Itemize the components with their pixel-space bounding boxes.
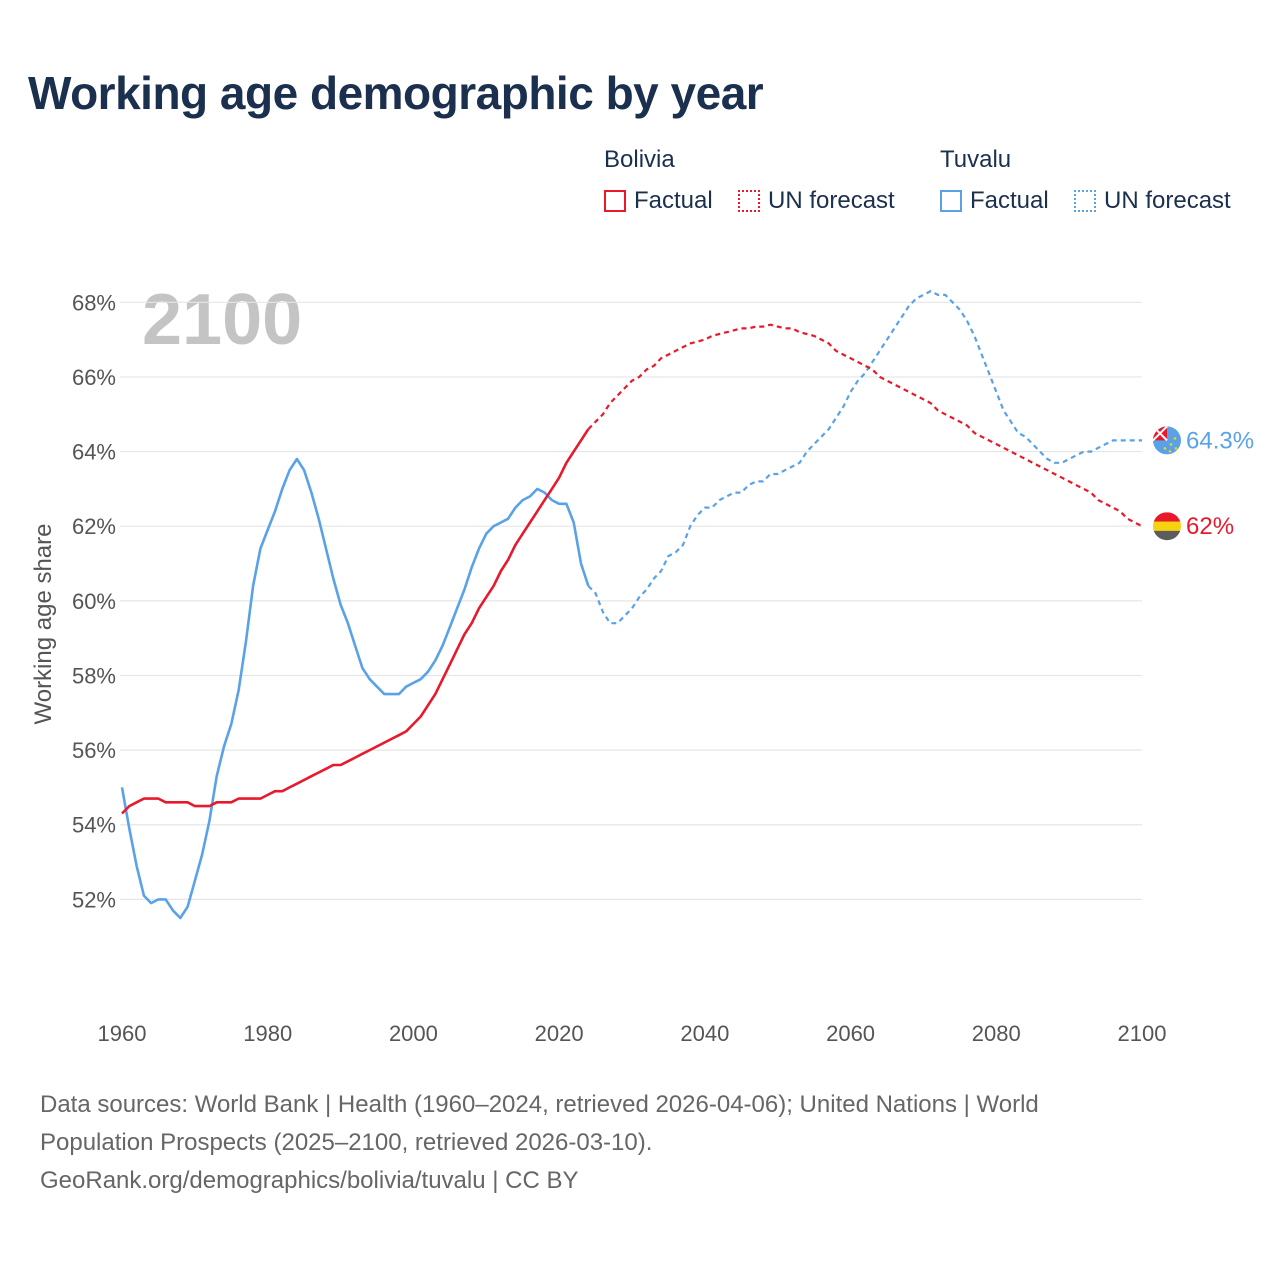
y-tick-label: 64% (72, 440, 116, 465)
tuvalu-flag-marker (1153, 426, 1181, 455)
legend-tuvalu-factual-label: Factual (970, 187, 1049, 214)
legend-bolivia-forecast[interactable]: UN forecast (738, 186, 895, 216)
legend-bolivia-factual[interactable]: Factual (604, 186, 713, 216)
legend-bolivia-title: Bolivia (604, 146, 675, 173)
legend-tuvalu-title: Tuvalu (940, 146, 1012, 173)
tuvalu-factual-line (120, 457, 590, 920)
x-tick-label: 2060 (826, 1021, 875, 1046)
legend-tuvalu-forecast-label: UN forecast (1104, 187, 1231, 214)
legend-tuvalu-factual-swatch (940, 190, 962, 212)
x-tick-label: 2080 (972, 1021, 1021, 1046)
legend-bolivia-forecast-swatch (738, 190, 760, 212)
x-tick-label: 2040 (680, 1021, 729, 1046)
footer-sources-line-2: Population Prospects (2025–2100, retriev… (40, 1129, 653, 1156)
footer-sources-line-1: Data sources: World Bank | Health (1960–… (40, 1091, 1039, 1118)
bolivia-factual-line (121, 428, 590, 815)
line-chart: 2100 52% 54% 56% 58% 60% 62% 64% 66% 68% 1960 1980 2… (30, 280, 1254, 1046)
tuvalu-forecast-line (587, 289, 1142, 625)
y-tick-label: 66% (72, 365, 116, 390)
y-tick-label: 52% (72, 887, 116, 912)
y-tick-label: 60% (72, 589, 116, 614)
year-watermark: 2100 (142, 280, 302, 360)
bolivia-end-label: 62% (1186, 513, 1234, 540)
chart-title: Working age demographic by year (28, 67, 764, 119)
x-tick-label: 2020 (535, 1021, 584, 1046)
legend-tuvalu-forecast[interactable]: UN forecast (1074, 186, 1231, 216)
bolivia-flag-marker (1153, 512, 1181, 541)
footer: Data sources: World Bank | Health (1960–… (40, 1086, 1220, 1200)
y-tick-label: 62% (72, 514, 116, 539)
legend-tuvalu-forecast-swatch (1074, 190, 1096, 212)
tuvalu-end-label: 64.3% (1186, 427, 1254, 454)
y-tick-label: 56% (72, 738, 116, 763)
y-tick-label: 68% (72, 290, 116, 315)
y-tick-label: 54% (72, 813, 116, 838)
legend-bolivia-factual-swatch (604, 190, 626, 212)
y-axis-title: Working age share (30, 524, 57, 725)
legend-bolivia-factual-label: Factual (634, 187, 713, 214)
x-tick-label: 1980 (243, 1021, 292, 1046)
legend-tuvalu-factual[interactable]: Factual (940, 186, 1049, 216)
footer-attribution: GeoRank.org/demographics/bolivia/tuvalu … (40, 1167, 579, 1194)
y-tick-label: 58% (72, 663, 116, 688)
x-tick-label: 1960 (98, 1021, 147, 1046)
legend-bolivia-forecast-label: UN forecast (768, 187, 895, 214)
bolivia-forecast-line (587, 323, 1143, 528)
x-tick-label: 2100 (1118, 1021, 1167, 1046)
x-tick-label: 2000 (389, 1021, 438, 1046)
